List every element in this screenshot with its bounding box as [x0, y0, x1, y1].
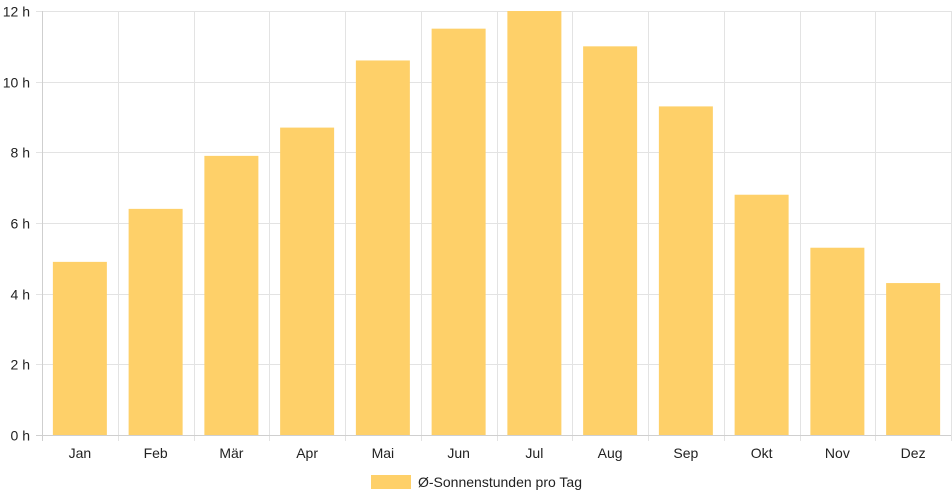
bar-Jul[interactable]	[507, 11, 562, 435]
y-axis-ticks: 0 h 2 h 4 h 6 h 8 h 10 h 12 h	[3, 4, 30, 444]
x-tick-label: Aug	[598, 445, 623, 461]
bar-Mai[interactable]	[355, 60, 410, 435]
x-tick-label: Nov	[825, 445, 850, 461]
bar-Jun[interactable]	[431, 28, 486, 436]
bar-Sep[interactable]	[658, 106, 713, 436]
bars	[52, 11, 941, 436]
x-tick-label: Feb	[144, 445, 168, 461]
grid	[36, 11, 952, 441]
x-axis-ticks: Jan Feb Mär Apr Mai Jun Jul Aug Sep Okt Nov Dez	[69, 445, 926, 461]
x-tick-label: Jul	[525, 445, 543, 461]
y-tick-label: 6 h	[11, 216, 30, 232]
x-tick-label: Okt	[751, 445, 773, 461]
bar-Jan[interactable]	[52, 261, 107, 435]
y-tick-label: 12 h	[3, 4, 30, 20]
x-tick-label: Mai	[372, 445, 395, 461]
bar-Aug[interactable]	[583, 46, 638, 435]
y-tick-label: 4 h	[11, 287, 30, 303]
y-tick-label: 0 h	[11, 428, 30, 444]
x-tick-label: Jan	[69, 445, 92, 461]
bar-Mär[interactable]	[204, 155, 259, 435]
bar-Okt[interactable]	[734, 194, 789, 435]
y-tick-label: 8 h	[11, 145, 30, 161]
x-tick-label: Dez	[901, 445, 926, 461]
x-tick-label: Apr	[296, 445, 318, 461]
legend-label[interactable]: Ø-Sonnenstunden pro Tag	[418, 474, 582, 490]
bar-Feb[interactable]	[128, 208, 183, 435]
bar-Apr[interactable]	[280, 127, 335, 435]
x-tick-label: Mär	[219, 445, 243, 461]
legend-swatch[interactable]	[371, 475, 411, 489]
x-tick-label: Sep	[673, 445, 698, 461]
legend[interactable]: Ø-Sonnenstunden pro Tag	[371, 474, 582, 490]
y-tick-label: 2 h	[11, 357, 30, 373]
axes	[36, 11, 951, 441]
bar-Nov[interactable]	[810, 247, 865, 435]
x-tick-label: Jun	[447, 445, 470, 461]
bar-Dez[interactable]	[886, 283, 941, 435]
y-tick-label: 10 h	[3, 75, 30, 91]
